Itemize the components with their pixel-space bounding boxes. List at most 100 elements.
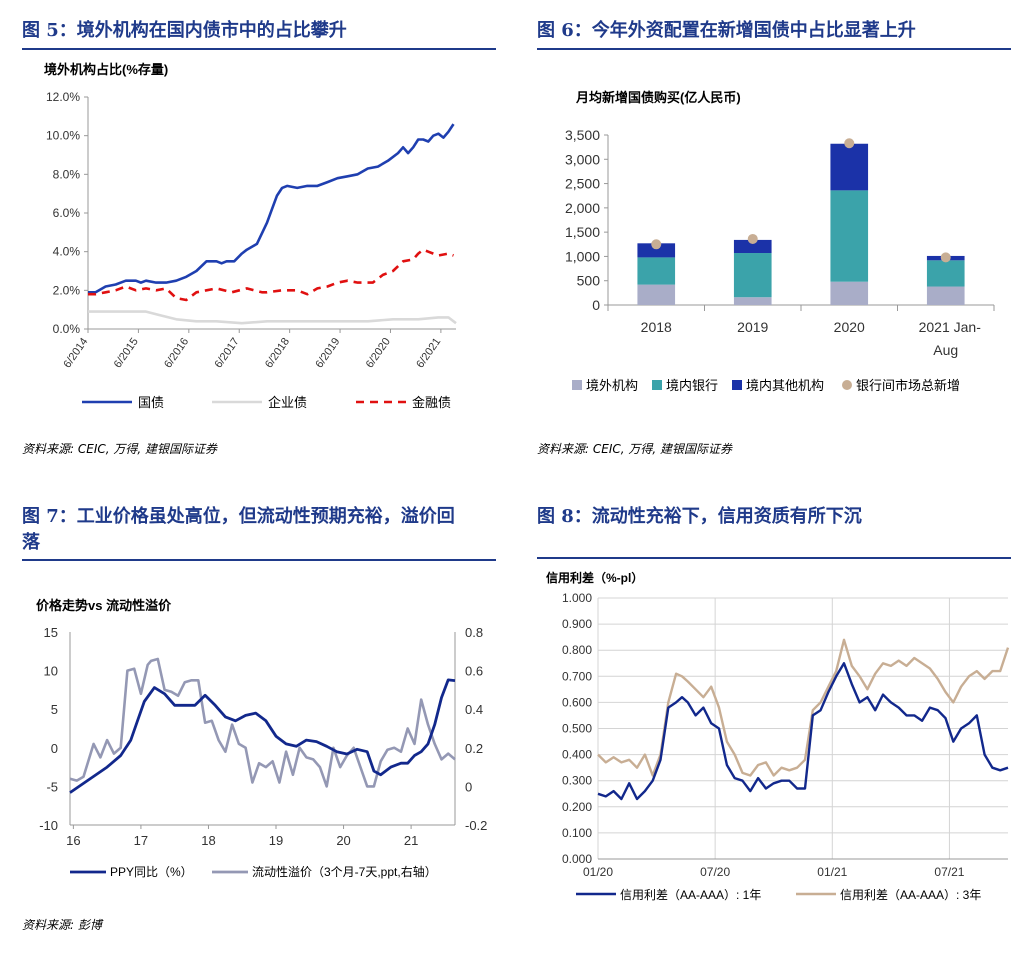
fig8-y-tick-label: 0.100 — [562, 826, 592, 840]
fig6-bar-0 — [926, 286, 965, 305]
fig8-chart-title: 信用利差（%-pl） — [546, 570, 643, 585]
fig8-series-line-1y — [597, 662, 1009, 801]
fig6-legend-label: 银行间市场总新增 — [856, 378, 960, 393]
fig6-bar-0 — [637, 284, 676, 305]
fig7-y-tick-label-left: 0 — [51, 741, 58, 756]
fig7-chart: 价格走势vs 流动性溢价 15 10 5 0 -5 -10 0.8 0.6 0.4 0.2 0 -0.2… — [36, 598, 487, 879]
fig7-y-tick-label-right: 0.8 — [465, 625, 483, 640]
fig7-y-tick-label-right: 0.2 — [465, 741, 483, 756]
fig5-source: 资料来源: CEIC, 万得, 建银国际证券 — [22, 442, 217, 456]
fig5-x-tick-label: 6/2014 — [61, 336, 90, 370]
fig7-x-tick-label: 16 — [66, 833, 80, 848]
fig5-y-tick-label: 2.0% — [53, 283, 81, 297]
fig5-y-tick-label: 0.0% — [53, 322, 81, 336]
fig6-bar-0 — [830, 281, 869, 305]
fig8-y-tick-label: 0.900 — [562, 617, 592, 631]
fig6-bar-1 — [830, 190, 869, 282]
fig7-x-tick-label: 20 — [336, 833, 350, 848]
fig8-y-tick-label: 0.700 — [562, 669, 592, 683]
fig8-y-tick-label: 0.600 — [562, 695, 592, 709]
fig8-y-tick-label: 0.200 — [562, 800, 592, 814]
fig8-y-tick-label: 0.800 — [562, 643, 592, 657]
fig6-y-tick-label: 3,000 — [565, 151, 600, 167]
fig7-source: 资料来源: 彭博 — [22, 918, 102, 932]
fig5-y-tick-label: 8.0% — [53, 167, 81, 181]
fig6-total-dot — [747, 233, 758, 244]
fig6-panel-title: 图 6：今年外资配置在新增国债中占比显著上升 — [537, 20, 916, 41]
fig8-x-tick-label: 01/20 — [583, 865, 613, 879]
fig8-x-tick-label: 07/21 — [934, 865, 964, 879]
fig6-bar-2 — [637, 243, 676, 258]
fig5-legend-label: 金融债 — [412, 395, 451, 410]
fig5-legend-label: 企业债 — [268, 395, 307, 410]
fig5-panel-title: 图 5：境外机构在国内债市中的占比攀升 — [22, 20, 347, 41]
fig8-chart: 信用利差（%-pl） 0.000 0.100 0.200 0.300 0.400 0.500… — [546, 570, 1010, 902]
fig6-y-tick-label: 3,500 — [565, 127, 600, 143]
fig6-legend-label: 境外机构 — [586, 378, 638, 393]
fig7-panel-title-line1: 图 7：工业价格虽处高位，但流动性预期充裕，溢价回 — [22, 506, 455, 527]
fig7-y-tick-label-left: -5 — [46, 779, 58, 794]
fig6-y-tick-label: 500 — [577, 273, 601, 289]
fig7-y-tick-label-right: 0.4 — [465, 702, 483, 717]
fig6-source: 资料来源: CEIC, 万得, 建银国际证券 — [537, 442, 732, 456]
fig6-x-label: 2018 — [641, 319, 672, 335]
fig8-y-tick-label: 0.300 — [562, 774, 592, 788]
fig8-x-tick-label: 07/20 — [700, 865, 730, 879]
fig5-x-tick-label: 6/2018 — [263, 336, 292, 370]
fig6-legend-swatch — [732, 380, 742, 390]
fig5-chart: 境外机构占比(%存量) 0.0% 2.0% 4.0% 6.0% 8.0% 10.0% 12.0… — [44, 62, 457, 410]
fig6-x-label: 2019 — [737, 319, 768, 335]
fig8-legend-label: 信用利差（AA-AAA）: 3年 — [840, 888, 981, 902]
fig5-x-tick-label: 6/2016 — [162, 336, 191, 370]
fig6-total-dot — [940, 252, 951, 263]
fig6-x-label: Aug — [933, 342, 958, 358]
fig7-series-line-premium — [69, 657, 456, 788]
fig6-bar-1 — [733, 253, 772, 298]
fig5-chart-title: 境外机构占比(%存量) — [44, 62, 168, 77]
fig7-x-tick-label: 19 — [269, 833, 283, 848]
fig5-x-tick-label: 6/2021 — [414, 336, 443, 370]
fig7-y-tick-label-right: -0.2 — [465, 818, 487, 833]
fig6-chart-title: 月均新增国债购买(亿人民币) — [575, 90, 741, 105]
fig6-legend-swatch — [572, 380, 582, 390]
fig7-title-rule — [22, 559, 496, 561]
fig8-legend-label: 信用利差（AA-AAA）: 1年 — [620, 888, 761, 902]
fig8-x-tick-label: 01/21 — [817, 865, 847, 879]
fig7-panel-title-line2: 落 — [22, 532, 40, 553]
fig7-y-tick-label-left: 10 — [44, 664, 58, 679]
fig5-y-tick-label: 6.0% — [53, 206, 81, 220]
fig7-legend-label: PPY同比（%） — [110, 865, 193, 879]
fig6-title-rule — [537, 48, 1011, 50]
fig7-x-tick-label: 21 — [404, 833, 418, 848]
fig7-x-tick-label: 17 — [134, 833, 148, 848]
fig7-chart-title: 价格走势vs 流动性溢价 — [36, 598, 172, 613]
fig8-y-tick-label: 0.400 — [562, 748, 592, 762]
fig6-y-tick-label: 1,500 — [565, 224, 600, 240]
fig5-y-tick-label: 4.0% — [53, 245, 81, 259]
fig5-series-line-1 — [88, 310, 457, 325]
fig5-series-line-2 — [88, 248, 454, 302]
fig7-y-tick-label-left: -10 — [39, 818, 58, 833]
fig7-legend-label: 流动性溢价（3个月-7天,ppt,右轴） — [252, 864, 437, 879]
fig7-y-tick-label-right: 0.6 — [465, 664, 483, 679]
fig7-series-line-ppi — [69, 678, 456, 794]
fig5-x-tick-label: 6/2020 — [364, 336, 393, 370]
fig6-total-dot — [651, 239, 662, 250]
fig8-panel-title: 图 8：流动性充裕下，信用资质有所下沉 — [537, 506, 862, 527]
fig5-y-tick-label: 10.0% — [46, 129, 80, 143]
fig6-bar-2 — [830, 143, 869, 191]
fig6-y-tick-label: 2,000 — [565, 200, 600, 216]
fig6-y-tick-label: 0 — [592, 297, 600, 313]
fig8-y-tick-label: 0.000 — [562, 852, 592, 866]
fig5-x-tick-label: 6/2017 — [213, 336, 242, 370]
fig6-legend-label: 境内银行 — [666, 378, 718, 393]
fig6-legend-swatch — [842, 380, 852, 390]
fig5-legend-label: 国债 — [138, 395, 164, 410]
fig6-x-label: 2021 Jan- — [919, 319, 982, 335]
fig6-total-dot — [844, 138, 855, 149]
fig5-x-tick-label: 6/2019 — [313, 336, 342, 370]
fig8-y-tick-label: 0.500 — [562, 722, 592, 736]
fig6-bar-1 — [637, 257, 676, 285]
fig7-y-tick-label-left: 15 — [44, 625, 58, 640]
fig6-x-label: 2020 — [834, 319, 865, 335]
